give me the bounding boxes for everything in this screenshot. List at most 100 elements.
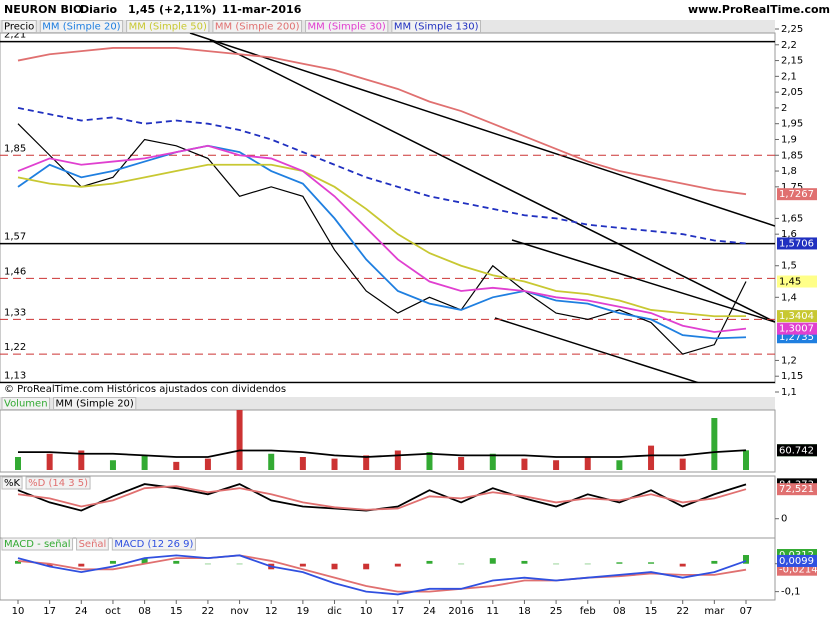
legend-box [1,476,23,490]
legend-box [25,476,91,490]
value-badge-label: 60.742 [779,445,814,456]
series-line [17,107,747,245]
level-label: 1,46 [4,266,26,277]
bar [78,450,85,470]
bar [236,410,243,470]
x-tick-label: 15 [170,606,183,617]
bar [331,458,338,470]
x-tick-label: oct [105,606,121,617]
legend-box [111,537,196,551]
y-tick-label: 1,4 [781,292,797,303]
series-line [17,47,747,196]
bar [15,560,21,564]
legend-entry: MACD - señal [4,539,71,550]
y-tick-label: 1,1 [781,387,797,398]
bar [584,457,591,470]
legend-entry: Precio [4,22,34,33]
series-line [17,123,747,355]
value-badge [777,444,817,457]
trend-lines [189,33,775,383]
legend-entry: MM (Simple 130) [394,22,479,33]
bar [331,563,338,570]
bar [458,563,465,565]
value-badge [777,275,817,288]
level-label: 2,21 [4,30,26,41]
legend-entry: MM (Simple 20) [42,22,120,33]
legend-entry: Volumen [4,399,48,410]
series-line [17,554,747,593]
value-badge [777,483,817,496]
legend-box [76,537,109,551]
x-tick-label: 24 [423,606,436,617]
x-tick-label: nov [230,606,248,617]
bar [616,562,623,564]
x-tick-label: 10 [360,606,373,617]
y-tick-label: 1,15 [781,371,803,382]
legend-entry: %K [4,478,21,489]
bar [204,563,211,565]
period: Diario [80,3,118,16]
bar [521,458,528,470]
x-tick-label: 22 [676,606,689,617]
value-badge-label: 0,0099 [779,556,814,567]
y-tick-label: 1,6 [781,229,797,240]
price-panel [0,32,776,384]
y-tick-label: 1,75 [781,182,803,193]
bar [711,560,718,564]
bar [394,450,401,470]
y-tick-label: 1,95 [781,119,803,130]
bar [78,563,85,567]
bar [489,558,496,564]
x-tick-label: 18 [518,606,531,617]
x-tick-label: 19 [297,606,310,617]
legend-entry: Señal [79,539,107,550]
value-badge [777,322,817,335]
series-line [17,163,747,318]
value-badge-label: 1,5706 [779,238,814,249]
bar [173,560,180,564]
level-label: 1,85 [4,143,26,154]
legend-box [391,20,481,33]
value-badge [777,188,817,201]
bar [109,460,116,470]
volume-panel [0,409,776,473]
y-tick-label: -0,1 [781,587,801,598]
series-line [18,449,747,458]
bar [109,560,116,564]
series-line [17,554,747,596]
stock-name: NEURON BIO [4,3,82,16]
y-tick-label: 2,1 [781,71,797,82]
y-tick-label: 1,2 [781,355,797,366]
bar [363,563,370,570]
bar [236,563,243,565]
legend-entry: MACD (12 26 9) [114,539,193,550]
x-tick-label: 15 [645,606,658,617]
y-tick-label: 1,5 [781,261,797,272]
bar [553,563,560,565]
x-tick-label: 24 [75,606,88,617]
legend-box [39,20,124,33]
x-tick-label: 08 [613,606,626,617]
plot [15,554,749,596]
y-tick-label: 2,15 [781,56,803,67]
x-tick-label: feb [580,606,596,617]
x-tick-label: mar [704,606,725,617]
bar [299,457,306,470]
bar [46,563,53,567]
value-badge [777,310,817,323]
y-tick-label: 2,05 [781,87,803,98]
bar [679,458,686,470]
level-label: 1,13 [4,371,26,382]
y-tick-label: 2 [781,103,787,114]
bar [173,461,180,470]
legend-box [126,20,210,33]
value-badge-label: 1,3007 [779,324,814,335]
bar [553,460,560,470]
x-tick-label: dic [327,606,342,617]
bar [648,562,655,564]
series-line [17,144,747,333]
legend-box [305,20,389,33]
bar [204,458,211,470]
x-tick-label: 08 [138,606,151,617]
legend-entry: MM (Simple 200) [215,22,300,33]
